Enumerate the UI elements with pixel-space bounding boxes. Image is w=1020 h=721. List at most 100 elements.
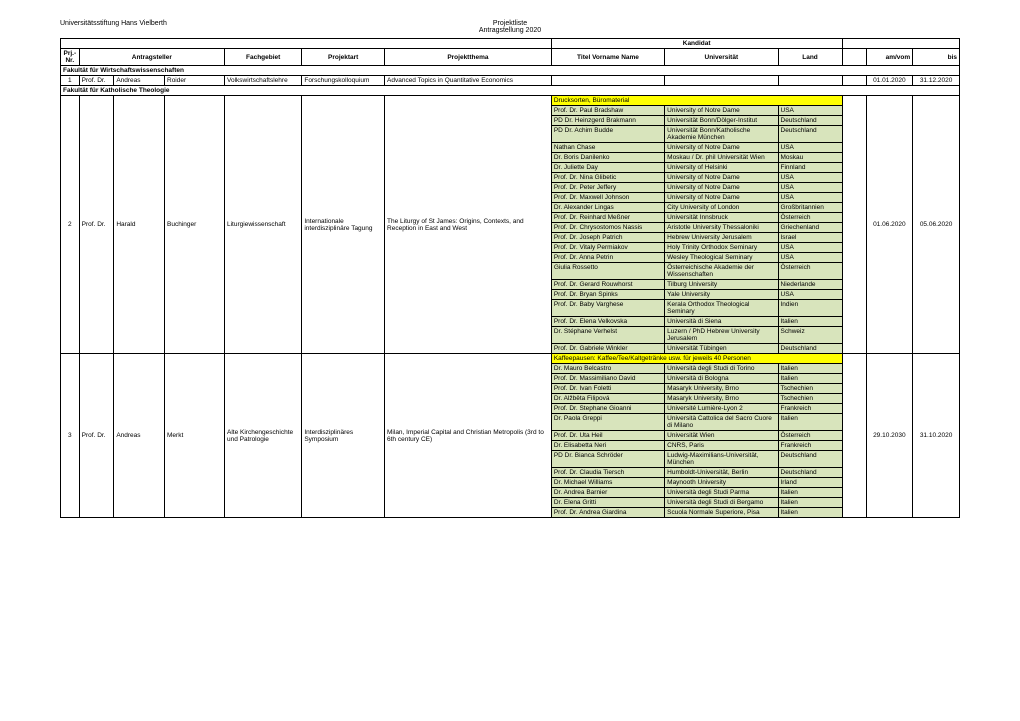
candidate-uni: University of Notre Dame	[665, 106, 778, 116]
section-row: Fakultät für Wirtschaftswissenschaften	[61, 66, 960, 76]
candidate-land: Indien	[778, 300, 842, 317]
candidate-name: Prof. Dr. Stephane Gioanni	[551, 404, 664, 414]
col-kandidat: Kandidat	[551, 39, 842, 49]
candidate-land: Tschechien	[778, 394, 842, 404]
cell-nr: 2	[61, 96, 80, 354]
candidate-name: Prof. Dr. Chrysostomos Nassis	[551, 223, 664, 233]
candidate-uni: Ludwig-Maximilians-Universität, München	[665, 451, 778, 468]
candidate-name: Dr. Mauro Belcastro	[551, 364, 664, 374]
candidate-uni: Masaryk University, Brno	[665, 394, 778, 404]
candidate-name: Prof. Dr. Maxwell Johnson	[551, 193, 664, 203]
cell-lname: Buchinger	[165, 96, 225, 354]
cell-amvom: 29.10.2030	[866, 354, 913, 518]
candidate-land: USA	[778, 173, 842, 183]
candidate-uni: Maynooth University	[665, 478, 778, 488]
candidate-name: Prof. Dr. Andrea Giardina	[551, 508, 664, 518]
candidate-uni: University of Notre Dame	[665, 173, 778, 183]
candidate-name: Prof. Dr. Gerard Rouwhorst	[551, 280, 664, 290]
candidate-land: Deutschland	[778, 116, 842, 126]
candidate-uni: Universität Wien	[665, 431, 778, 441]
cell-part: Interdisziplinäres Symposium	[302, 354, 385, 518]
section-2-label: Fakultät für Katholische Theologie	[61, 86, 960, 96]
candidate-land: USA	[778, 193, 842, 203]
candidate-uni: Universität Bonn/Katholische Akademie Mü…	[665, 126, 778, 143]
cell-title: Prof. Dr.	[79, 354, 114, 518]
candidate-land: USA	[778, 143, 842, 153]
project-table: Kandidat Prj.-Nr. Antragsteller Fachgebi…	[60, 38, 960, 518]
candidate-name: Prof. Dr. Baby Varghese	[551, 300, 664, 317]
cell-title: Prof. Dr.	[79, 76, 114, 86]
col-fachgebiet: Fachgebiet	[225, 49, 302, 66]
candidate-uni: Wesley Theological Seminary	[665, 253, 778, 263]
candidate-land: Italien	[778, 488, 842, 498]
candidate-land: Frankreich	[778, 441, 842, 451]
candidate-uni: Holy Trinity Orthodox Seminary	[665, 243, 778, 253]
candidate-name: Dr. Boris Danilenko	[551, 153, 664, 163]
candidate-uni: Università degli Studi di Bergamo	[665, 498, 778, 508]
cell-thema: The Liturgy of St James: Origins, Contex…	[385, 96, 552, 354]
candidate-land: USA	[778, 106, 842, 116]
candidate-header: Kaffeepausen: Kaffee/Tee/Kaltgetränke us…	[551, 354, 842, 364]
candidate-land: Moskau	[778, 153, 842, 163]
candidate-uni: Università di Bologna	[665, 374, 778, 384]
candidate-name: Prof. Dr. Vitaly Permiakov	[551, 243, 664, 253]
cell-bis: 05.06.2020	[913, 96, 960, 354]
cell-thema: Milan, Imperial Capital and Christian Me…	[385, 354, 552, 518]
candidate-name: Dr. Elena Gritti	[551, 498, 664, 508]
candidate-uni: Universität Bonn/Dölger-Institut	[665, 116, 778, 126]
project-row: 2Prof. Dr.HaraldBuchingerLiturgiewissens…	[61, 96, 960, 106]
candidate-name: Prof. Dr. Paul Bradshaw	[551, 106, 664, 116]
cell-thema: Advanced Topics in Quantitative Economic…	[385, 76, 552, 86]
candidate-name: Dr. Alexander Lingas	[551, 203, 664, 213]
candidate-uni: University of Notre Dame	[665, 183, 778, 193]
cell-lname: Roider	[165, 76, 225, 86]
header-row-1: Kandidat	[61, 39, 960, 49]
cell-title: Prof. Dr.	[79, 96, 114, 354]
candidate-name: Dr. Paola Greppi	[551, 414, 664, 431]
cell-part: Internationale interdisziplinäre Tagung	[302, 96, 385, 354]
candidate-uni: Università degli Studi di Torino	[665, 364, 778, 374]
candidate-name: Prof. Dr. Nina Glibetic	[551, 173, 664, 183]
col-antragsteller: Antragsteller	[79, 49, 224, 66]
candidate-land: Italien	[778, 364, 842, 374]
candidate-name: Prof. Dr. Uta Heil	[551, 431, 664, 441]
candidate-uni: University of Notre Dame	[665, 143, 778, 153]
candidate-name: Dr. Alžběta Filipová	[551, 394, 664, 404]
candidate-uni: Tilburg University	[665, 280, 778, 290]
candidate-land: Deutschland	[778, 468, 842, 478]
candidate-uni: Université Lumière-Lyon 2	[665, 404, 778, 414]
candidate-name: Dr. Stéphane Verhelst	[551, 327, 664, 344]
candidate-name: Prof. Dr. Reinhard Meßner	[551, 213, 664, 223]
cell-nr: 1	[61, 76, 80, 86]
candidate-land: Italien	[778, 414, 842, 431]
candidate-name: Nathan Chase	[551, 143, 664, 153]
candidate-uni: Universität Tübingen	[665, 344, 778, 354]
cell-bis: 31.10.2020	[913, 354, 960, 518]
header-line2: Antragstellung 2020	[360, 27, 660, 34]
candidate-name: Prof. Dr. Peter Jeffery	[551, 183, 664, 193]
candidate-land: Deutschland	[778, 344, 842, 354]
candidate-land: Österreich	[778, 431, 842, 441]
candidate-name: PD Dr. Achim Budde	[551, 126, 664, 143]
candidate-name: Dr. Andrea Barnier	[551, 488, 664, 498]
col-amvom: am/vom	[866, 49, 913, 66]
candidate-header: Drucksorten, Büromaterial	[551, 96, 842, 106]
col-projektthema: Projektthema	[385, 49, 552, 66]
candidate-uni: Scuola Normale Superiore, Pisa	[665, 508, 778, 518]
candidate-land: Italien	[778, 317, 842, 327]
cell-fach: Liturgiewissenschaft	[225, 96, 302, 354]
candidate-land: Frankreich	[778, 404, 842, 414]
spacer-cell	[842, 96, 866, 354]
candidate-land: Italien	[778, 374, 842, 384]
candidate-uni: Kerala Orthodox Theological Seminary	[665, 300, 778, 317]
candidate-land: USA	[778, 243, 842, 253]
candidate-uni: Yale University	[665, 290, 778, 300]
page-header: Universitätsstiftung Hans Vielberth Proj…	[60, 20, 960, 34]
cell-lname: Merkt	[165, 354, 225, 518]
header-line1: Projektliste	[360, 20, 660, 27]
candidate-land: Niederlande	[778, 280, 842, 290]
candidate-name: Prof. Dr. Anna Petrin	[551, 253, 664, 263]
candidate-land: Griechenland	[778, 223, 842, 233]
candidate-land: Irland	[778, 478, 842, 488]
candidate-uni: Hebrew University Jerusalem	[665, 233, 778, 243]
